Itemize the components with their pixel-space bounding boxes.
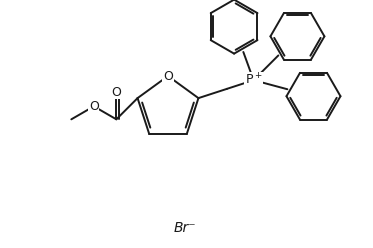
Text: P$^+$: P$^+$: [245, 72, 263, 88]
Text: Br⁻: Br⁻: [174, 221, 196, 235]
Text: O: O: [112, 86, 121, 99]
Text: O: O: [89, 100, 99, 113]
Text: O: O: [163, 69, 173, 83]
